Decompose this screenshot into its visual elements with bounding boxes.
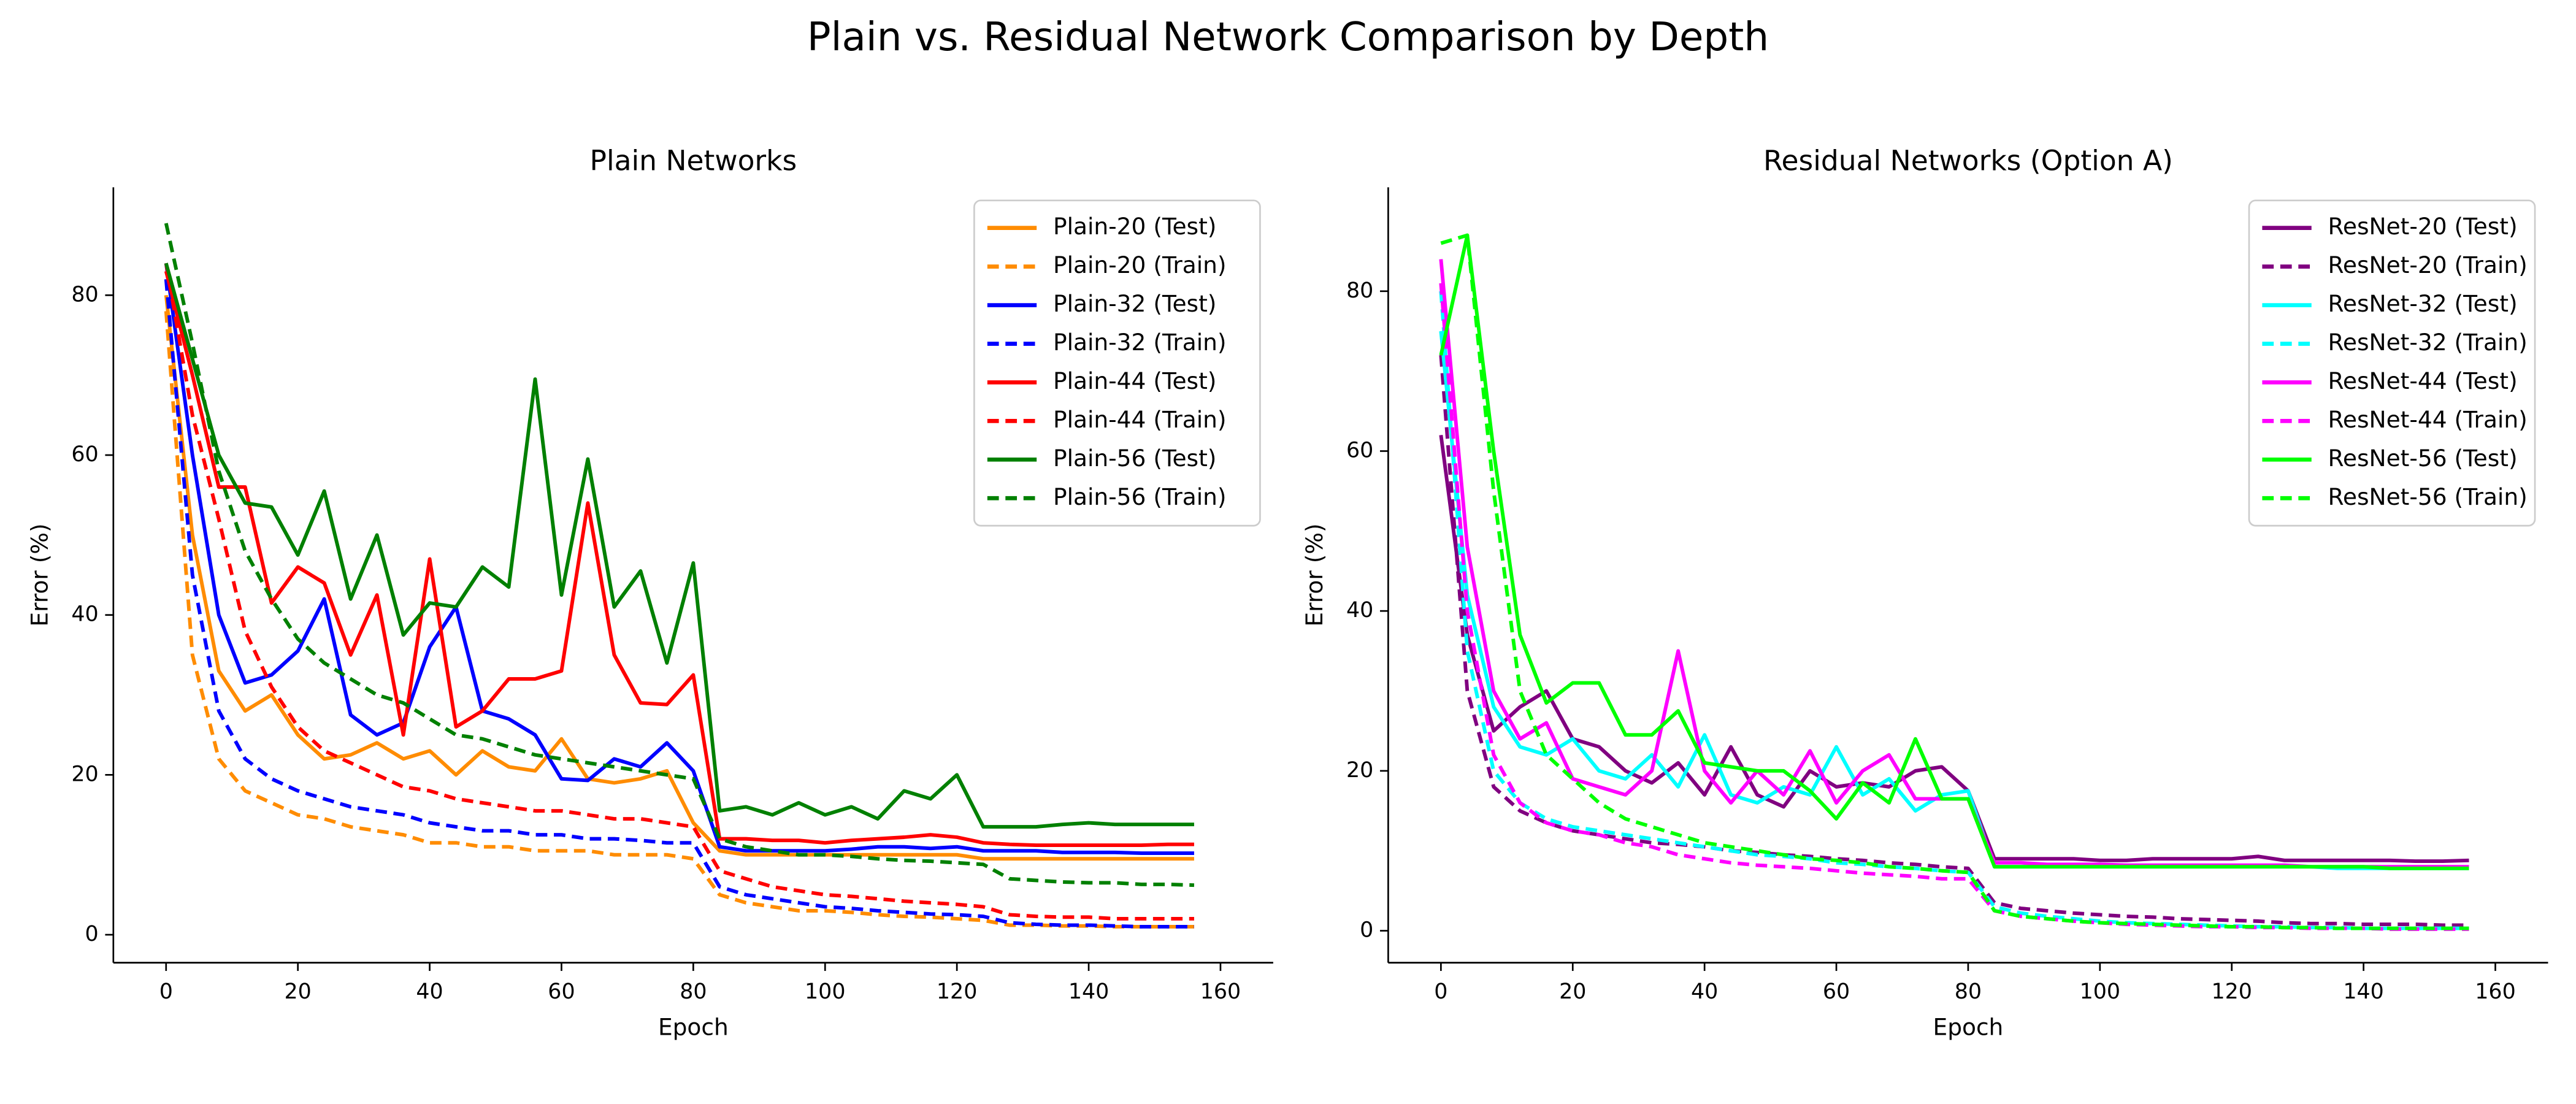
x-tick-label: 20 (285, 979, 312, 1004)
x-axis-label: Epoch (1933, 1013, 2004, 1040)
y-tick-label: 0 (85, 922, 99, 946)
y-axis-label: Error (%) (26, 523, 53, 626)
legend-box (973, 199, 1261, 527)
legend-label: Plain-32 (Train) (1053, 329, 1227, 356)
y-tick-label: 80 (1346, 278, 1373, 303)
legend: ResNet-20 (Test) ResNet-20 (Train) ResNet-… (2248, 199, 2536, 527)
legend-box (2248, 199, 2536, 527)
series-line (1439, 435, 2469, 864)
x-tick-label: 40 (1691, 979, 1718, 1004)
x-tick-label: 120 (2211, 979, 2252, 1004)
legend-label: Plain-56 (Train) (1053, 483, 1227, 510)
legend-label: ResNet-32 (Train) (2328, 329, 2528, 356)
x-tick-label: 0 (159, 979, 173, 1004)
series-line (1439, 283, 2469, 931)
series-line (164, 263, 1194, 921)
subplot: Residual Networks (Option A) 0 20 40 60 80 100… (1301, 145, 2548, 1040)
series-line (1440, 233, 2469, 930)
series-line (164, 263, 1194, 829)
figure-title: Plain vs. Residual Network Comparison by… (807, 14, 1769, 60)
legend-label: ResNet-44 (Test) (2328, 367, 2518, 394)
legend-label: ResNet-44 (Train) (2328, 406, 2528, 433)
series-line (164, 270, 1194, 847)
y-tick-label: 40 (71, 602, 98, 627)
x-tick-label: 0 (1434, 979, 1447, 1004)
legend-label: ResNet-32 (Test) (2328, 290, 2518, 317)
series-line (164, 263, 1194, 856)
legend-label: Plain-32 (Test) (1053, 290, 1216, 317)
series-line (164, 223, 1195, 887)
legend-label: ResNet-56 (Train) (2328, 483, 2528, 510)
y-tick-label: 80 (71, 282, 98, 307)
y-tick-label: 0 (1360, 918, 1373, 943)
legend-label: Plain-44 (Train) (1053, 406, 1227, 433)
x-tick-label: 60 (1823, 979, 1850, 1004)
x-tick-label: 160 (2475, 979, 2515, 1004)
y-tick-label: 60 (1346, 438, 1373, 462)
y-tick-label: 40 (1346, 598, 1373, 623)
legend-label: ResNet-56 (Test) (2328, 445, 2518, 472)
y-tick-label: 60 (71, 442, 98, 467)
x-tick-label: 60 (548, 979, 575, 1004)
legend-label: Plain-20 (Train) (1053, 251, 1227, 278)
x-tick-label: 100 (2080, 979, 2120, 1004)
y-tick-label: 20 (71, 762, 98, 786)
x-tick-label: 160 (1200, 979, 1241, 1004)
series-line (1439, 355, 2469, 927)
legend-label: ResNet-20 (Test) (2328, 213, 2518, 240)
subplot-title: Residual Networks (Option A) (1763, 145, 2173, 177)
legend-label: Plain-44 (Test) (1053, 367, 1216, 394)
x-tick-label: 20 (1559, 979, 1586, 1004)
y-tick-label: 20 (1346, 758, 1373, 783)
x-tick-label: 80 (1955, 979, 1982, 1004)
legend-label: ResNet-20 (Train) (2328, 251, 2528, 278)
series-line (1439, 233, 2469, 870)
x-tick-label: 100 (805, 979, 845, 1004)
subplot-title: Plain Networks (590, 145, 797, 177)
x-axis-label: Epoch (658, 1013, 729, 1040)
legend-label: Plain-20 (Test) (1053, 213, 1216, 240)
y-axis-label: Error (%) (1301, 523, 1328, 626)
series-line (164, 294, 1194, 861)
series-line (164, 278, 1194, 929)
legend-label: Plain-56 (Test) (1053, 445, 1216, 472)
x-tick-label: 140 (1068, 979, 1109, 1004)
legend: Plain-20 (Test) Plain-20 (Train) Plain-32 … (973, 199, 1261, 527)
subplot: Plain Networks 0 20 40 60 80 100 120 140 160 0 20 40… (26, 145, 1273, 1040)
x-tick-label: 40 (416, 979, 443, 1004)
x-tick-label: 120 (937, 979, 977, 1004)
x-tick-label: 80 (680, 979, 707, 1004)
x-tick-label: 140 (2343, 979, 2383, 1004)
